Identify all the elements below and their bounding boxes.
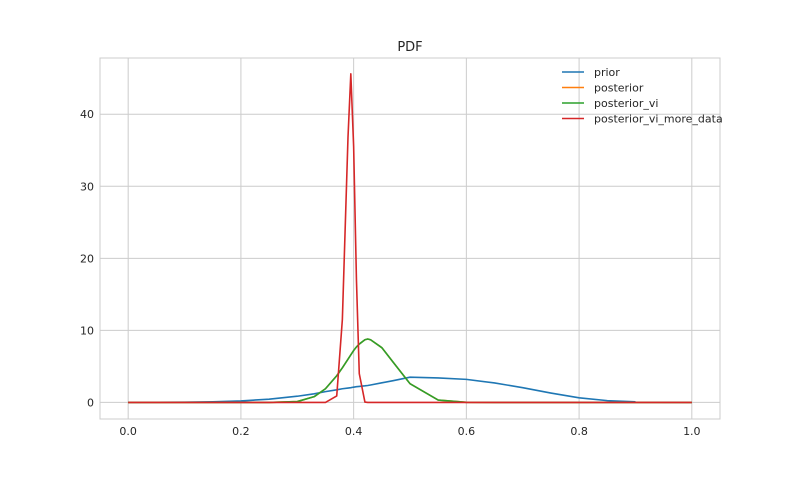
legend: prior posterior posterior_vi posterior_vi_m… (562, 66, 723, 126)
plot-frame (99, 57, 721, 420)
x-tick-label: 1.0 (683, 425, 701, 438)
y-tick-labels: 0 10 20 30 40 (80, 108, 94, 409)
chart-title: PDF (397, 40, 422, 55)
series-line-posterior-vi (128, 338, 692, 404)
series-line-prior (128, 376, 692, 404)
series-lines (128, 73, 692, 404)
legend-label: posterior (594, 82, 644, 95)
x-tick-label: 0.8 (570, 425, 588, 438)
y-tick-label: 10 (80, 324, 94, 337)
y-tick-label: 20 (80, 252, 94, 265)
x-tick-label: 0.4 (345, 425, 363, 438)
series-line-posterior (128, 338, 692, 404)
x-tick-label: 0.2 (232, 425, 250, 438)
x-tick-label: 0.0 (119, 425, 137, 438)
x-tick-labels: 0.0 0.2 0.4 0.6 0.8 1.0 (119, 425, 700, 438)
legend-label: prior (594, 66, 620, 79)
y-tick-label: 0 (87, 396, 94, 409)
legend-label: posterior_vi_more_data (594, 113, 723, 126)
y-tick-label: 30 (80, 180, 94, 193)
legend-label: posterior_vi (594, 97, 658, 110)
y-tick-label: 40 (80, 108, 94, 121)
series-line-posterior-vi-more-data (128, 73, 692, 404)
x-tick-label: 0.6 (458, 425, 476, 438)
